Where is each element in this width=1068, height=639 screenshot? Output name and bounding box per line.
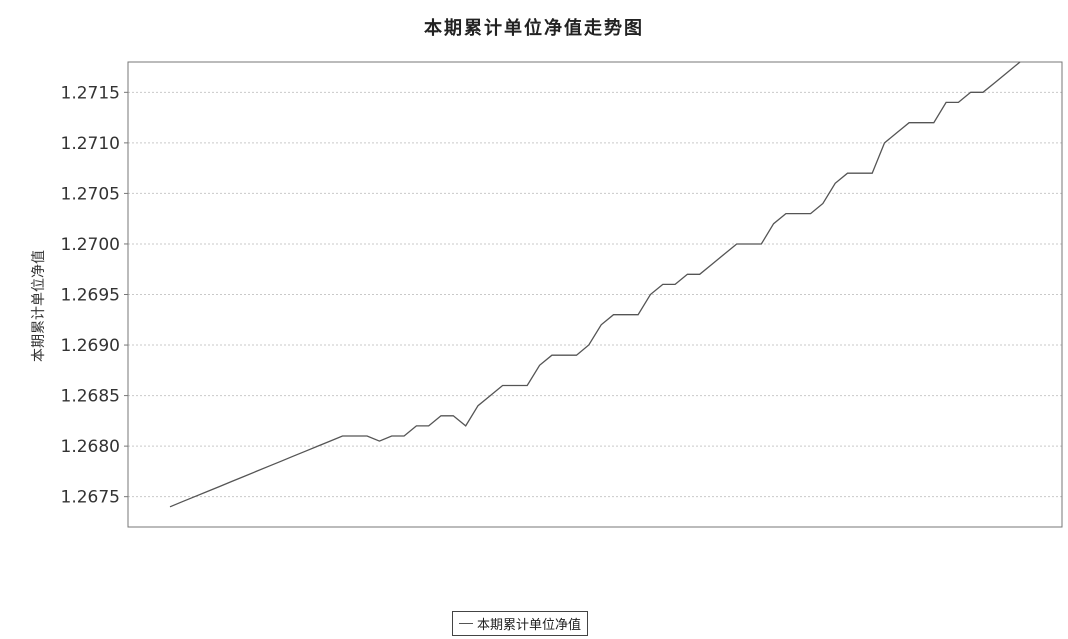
legend: 本期累计单位净值: [452, 611, 589, 636]
chart-title: 本期累计单位净值走势图: [424, 18, 644, 39]
y-tick-label: 1.2715: [61, 83, 120, 103]
y-tick-label: 1.2690: [61, 336, 120, 356]
grid-lines: [128, 91, 1062, 498]
series-line: [169, 61, 1021, 508]
legend-swatch: [459, 623, 473, 624]
y-tick-label: 1.2675: [61, 488, 120, 508]
y-tick-labels: 1.2675 1.2680 1.2685 1.2690 1.2695 1.2700 1.27…: [61, 83, 120, 507]
y-tick-label: 1.2685: [61, 387, 120, 407]
y-tick-label: 1.2695: [61, 286, 120, 306]
y-tick-label: 1.2680: [61, 437, 120, 457]
y-tick-label: 1.2700: [61, 235, 120, 255]
y-tick-label: 1.2705: [61, 184, 120, 204]
y-tick-label: 1.2710: [61, 134, 120, 154]
legend-label: 本期累计单位净值: [477, 618, 582, 633]
series-lines: [169, 61, 1021, 508]
axes: [124, 61, 1063, 528]
